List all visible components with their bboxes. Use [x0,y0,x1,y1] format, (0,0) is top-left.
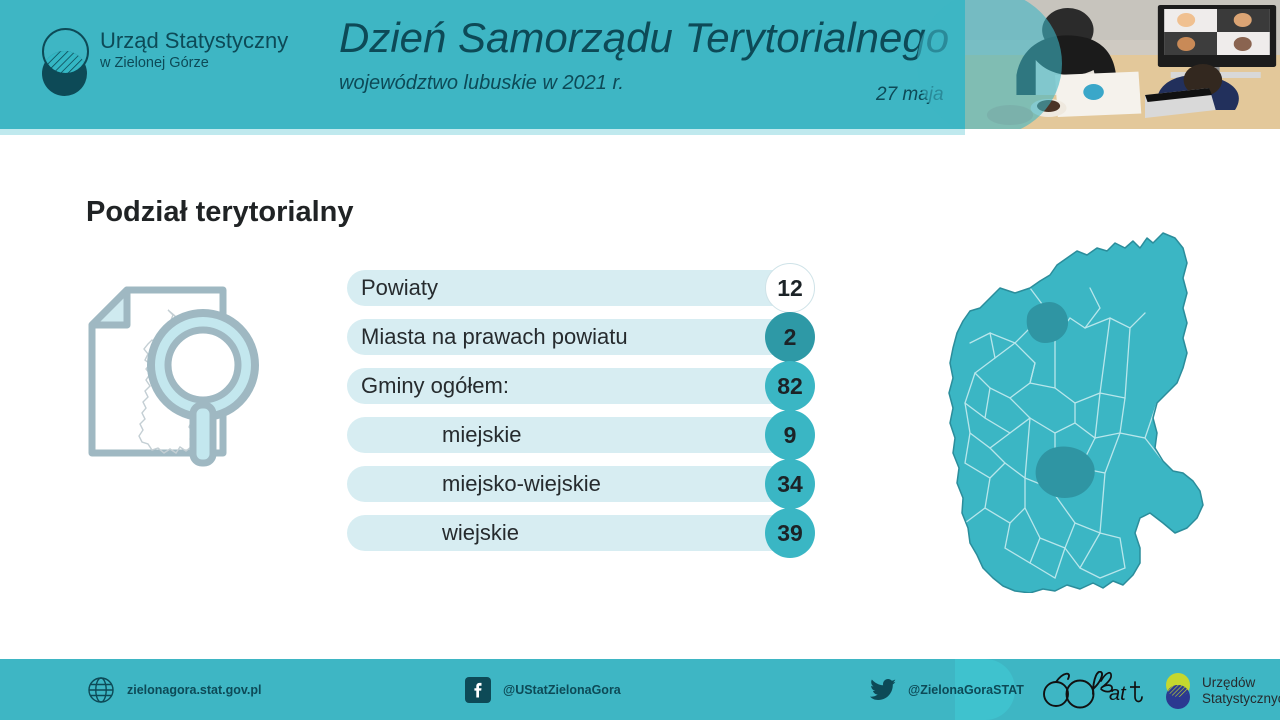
svg-text:at: at [1109,683,1127,705]
